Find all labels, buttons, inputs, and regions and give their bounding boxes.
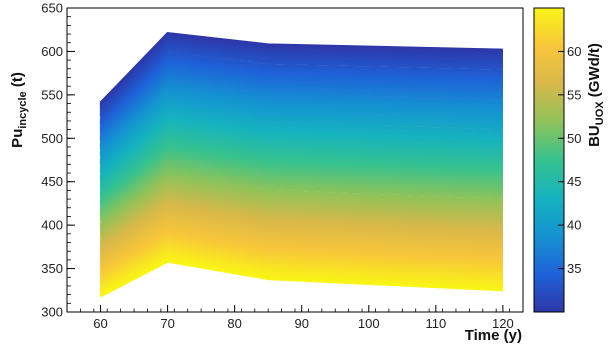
- x-tick-label: 60: [93, 316, 107, 331]
- series-lines: [99, 32, 503, 298]
- colorbar-title: BUUOX (GWd/t): [586, 43, 606, 147]
- y-tick-label: 350: [41, 261, 63, 276]
- colorbar-tick-label: 35: [567, 261, 581, 276]
- series-line: [99, 260, 503, 298]
- y-tick-label: 500: [41, 131, 63, 146]
- x-tick-label: 80: [227, 316, 241, 331]
- series-line: [99, 258, 503, 296]
- y-tick-label: 550: [41, 87, 63, 102]
- series-line: [99, 96, 503, 159]
- series-line: [99, 182, 503, 232]
- x-tick-label: 100: [358, 316, 380, 331]
- series-line: [99, 106, 503, 167]
- y-tick-label: 450: [41, 174, 63, 189]
- y-tick-label: 400: [41, 218, 63, 233]
- series-line: [99, 49, 503, 119]
- y-axis-title: Puincycle (t): [9, 72, 29, 148]
- y-tick-label: 600: [41, 44, 63, 59]
- x-tick-label: 90: [294, 316, 308, 331]
- x-tick-label: 110: [425, 316, 446, 331]
- series-line: [99, 239, 503, 280]
- colorbar-tick-label: 55: [567, 87, 581, 102]
- colorbar-scale: [533, 7, 565, 313]
- x-tick-label: 70: [160, 316, 174, 331]
- colorbar-tick-label: 60: [567, 44, 581, 59]
- series-line: [99, 193, 503, 241]
- colorbar-tick-label: 45: [567, 174, 581, 189]
- colorbar: [533, 7, 565, 313]
- colorbar-tick-label: 40: [567, 218, 581, 233]
- series-line: [99, 78, 503, 143]
- x-axis-title: Time (y): [465, 327, 522, 344]
- x-tick-label: 120: [492, 316, 514, 331]
- series-line: [99, 163, 503, 216]
- y-axis: 300 350 400 450 500 550 600 650: [41, 1, 75, 320]
- series-line: [99, 115, 503, 175]
- series-line: [99, 201, 503, 248]
- colorbar-ticks: 35 40 45 50 55 60: [558, 44, 581, 276]
- y-tick-label: 650: [41, 1, 63, 16]
- x-axis: 60 70 80 90 100 110 120: [66, 305, 524, 331]
- series-line: [99, 172, 503, 223]
- colorbar-tick-label: 50: [567, 131, 581, 146]
- series-line: [99, 210, 503, 255]
- y-tick-label: 300: [41, 305, 63, 320]
